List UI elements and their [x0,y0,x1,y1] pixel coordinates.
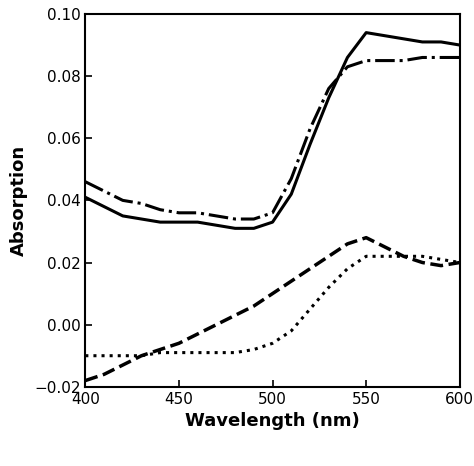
Y-axis label: Absorption: Absorption [10,145,28,256]
X-axis label: Wavelength (nm): Wavelength (nm) [185,412,360,430]
